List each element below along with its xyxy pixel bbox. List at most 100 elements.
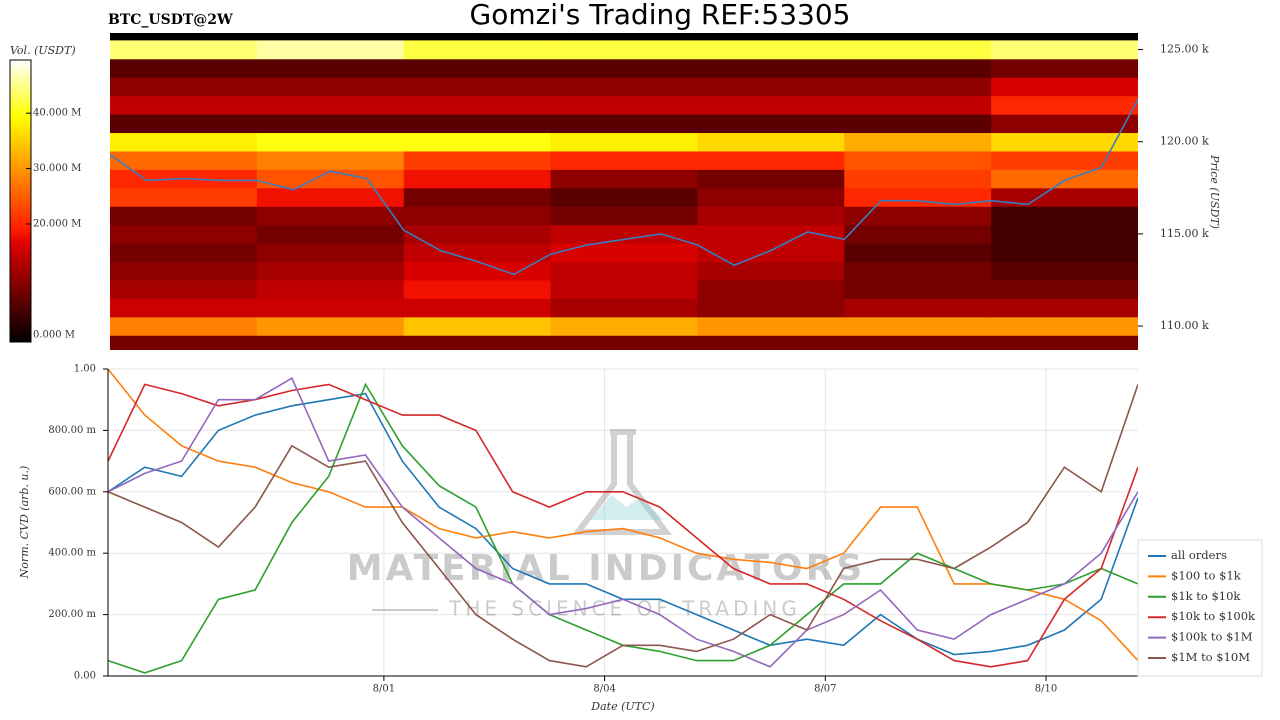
heat-cell <box>844 150 992 170</box>
heat-cell <box>403 114 552 134</box>
heat-cell <box>550 77 698 97</box>
colorbar-tick-label: 20.000 M <box>33 218 81 229</box>
plot-bg <box>108 369 1138 676</box>
y-tick-label: 600.00 m <box>48 486 96 497</box>
heat-cell <box>110 77 258 97</box>
heat-cell <box>844 132 992 152</box>
legend-label: $100k to $1M <box>1171 630 1253 644</box>
heat-cell <box>991 150 1138 170</box>
heat-cell <box>110 95 258 115</box>
heat-cell <box>697 132 845 152</box>
watermark: MATERIAL INDICATORS THE SCIENCE OF TRADI… <box>347 429 862 621</box>
heat-cell <box>110 224 258 244</box>
legend-label: $100 to $1k <box>1171 568 1242 582</box>
heat-cell <box>110 335 258 350</box>
heat-cell <box>697 316 845 336</box>
y-axis-label: Price (USDT) <box>1208 154 1221 229</box>
heat-cell <box>991 95 1138 115</box>
heat-cell <box>550 114 698 134</box>
heat-cell <box>403 279 552 299</box>
heat-cell <box>550 95 698 115</box>
colorbar-tick-label: 30.000 M <box>33 163 81 174</box>
heat-cell <box>110 243 258 263</box>
heat-cell <box>403 261 552 281</box>
heat-cell <box>550 279 698 299</box>
heat-cell <box>403 58 552 78</box>
y-axis-label: Norm. CVD (arb. u.) <box>18 466 31 580</box>
heat-cell <box>550 243 698 263</box>
heat-cell <box>991 40 1138 60</box>
heat-cell <box>844 169 992 189</box>
page-title: Gomzi's Trading REF:53305 <box>470 0 851 31</box>
heat-cell <box>110 114 258 134</box>
colorbar <box>9 59 32 343</box>
watermark-icon <box>590 495 664 520</box>
heat-cell <box>844 298 992 318</box>
heat-cell <box>991 132 1138 152</box>
heat-cell <box>697 243 845 263</box>
heat-cell <box>110 206 258 226</box>
chart-title: BTC_USDT@2W <box>108 12 233 28</box>
heat-cell <box>844 279 992 299</box>
y-tick-label: 115.00 k <box>1160 227 1209 240</box>
heat-cell <box>550 224 698 244</box>
heat-cell <box>991 114 1138 134</box>
heat-cell <box>844 335 992 350</box>
legend-label: $1M to $10M <box>1171 650 1250 664</box>
heat-cell <box>550 206 698 226</box>
x-axis-label: Date (UTC) <box>590 700 654 713</box>
price-line <box>110 98 1138 276</box>
watermark-tagline: THE SCIENCE OF TRADING <box>448 597 801 621</box>
heat-cell <box>110 298 258 318</box>
heat-cell <box>403 335 552 350</box>
heat-cell <box>697 187 845 207</box>
heat-cell <box>403 150 552 170</box>
heat-cell <box>403 316 552 336</box>
heat-cell <box>256 58 405 78</box>
heat-cell <box>256 335 405 350</box>
heat-cell <box>991 298 1138 318</box>
heat-cell <box>697 95 845 115</box>
heat-cell <box>256 279 405 299</box>
heat-cell <box>403 95 552 115</box>
heat-cell <box>697 77 845 97</box>
y-tick-label: 200.00 m <box>48 609 96 620</box>
heat-cell <box>256 40 405 60</box>
heat-cell <box>844 95 992 115</box>
heat-cell <box>844 58 992 78</box>
heat-cell <box>697 114 845 134</box>
heat-cell <box>110 316 258 336</box>
heat-cell <box>403 298 552 318</box>
cvd-line <box>108 383 1138 668</box>
heat-cell <box>550 40 698 60</box>
heat-cell <box>256 132 405 152</box>
heat-cell <box>550 261 698 281</box>
heat-cell <box>403 40 552 60</box>
cvd-line <box>108 369 1138 662</box>
heat-cell <box>110 132 258 152</box>
x-tick-label: 8/10 <box>1035 684 1057 695</box>
heat-cell <box>256 298 405 318</box>
heat-cell <box>256 224 405 244</box>
heat-cell <box>256 261 405 281</box>
heat-cell <box>256 316 405 336</box>
x-tick-label: 8/01 <box>373 684 395 695</box>
heat-cell <box>697 206 845 226</box>
heat-cell <box>256 169 405 189</box>
heat-cell <box>697 58 845 78</box>
heat-cell <box>844 187 992 207</box>
heat-cell <box>844 224 992 244</box>
heat-cell <box>256 77 405 97</box>
heat-cell <box>403 243 552 263</box>
heat-cell <box>403 132 552 152</box>
y-tick-label: 0.00 <box>74 671 96 682</box>
heat-cell <box>110 150 258 170</box>
heat-cell <box>991 243 1138 263</box>
heat-cell <box>697 335 845 350</box>
heat-cell <box>550 132 698 152</box>
heat-cell <box>256 206 405 226</box>
heat-cell <box>697 298 845 318</box>
y-tick-label: 1.00 <box>74 364 96 375</box>
colorbar-tick-label: 40.000 M <box>33 108 81 119</box>
